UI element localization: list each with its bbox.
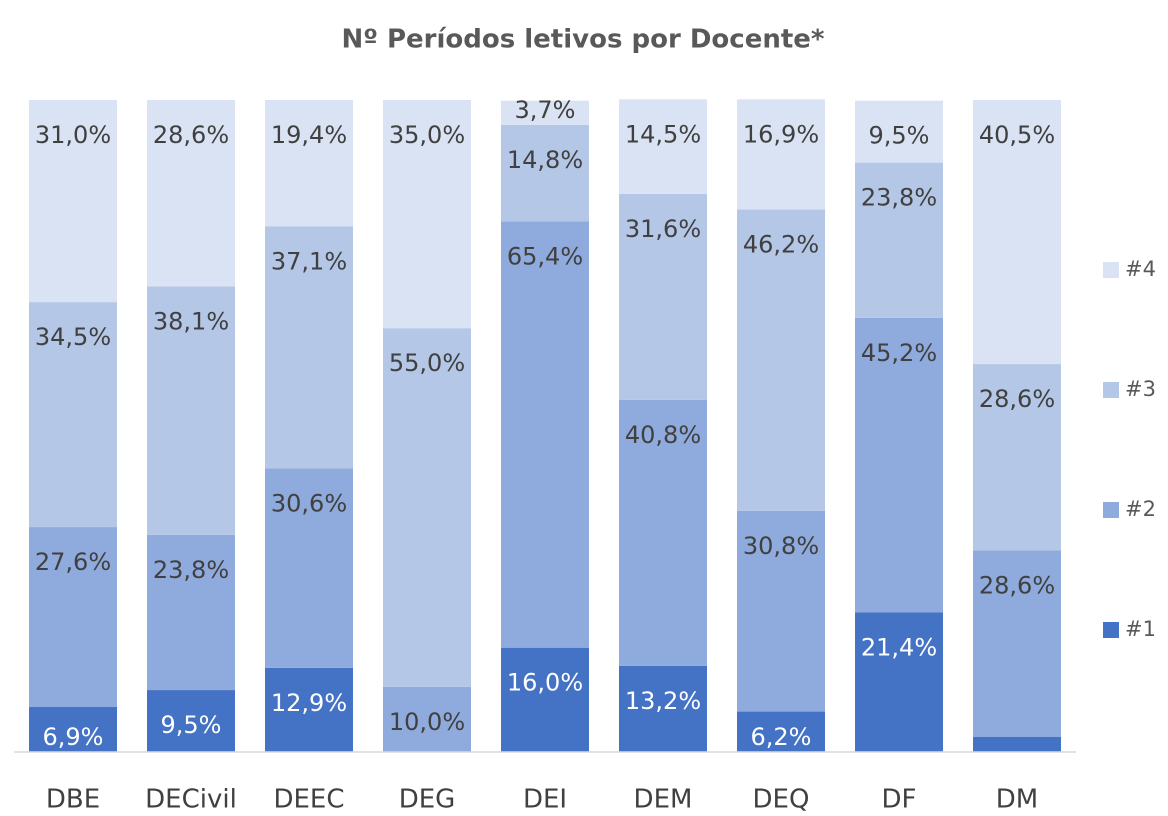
legend-swatch <box>1103 502 1119 518</box>
legend-swatch <box>1103 622 1119 638</box>
bar-segment <box>265 226 353 469</box>
data-label: 14,8% <box>507 146 583 174</box>
data-label: 30,6% <box>271 489 347 517</box>
data-label: 31,0% <box>35 121 111 149</box>
bar-segment <box>619 99 707 194</box>
bar-segment <box>737 209 825 511</box>
bar-segment <box>501 124 589 222</box>
data-label: 46,2% <box>743 231 819 259</box>
data-label: 12,9% <box>271 689 347 717</box>
data-label: 28,6% <box>979 385 1055 413</box>
data-label: 40,5% <box>979 121 1055 149</box>
bar-segment <box>147 534 235 691</box>
legend-label: #3 <box>1125 377 1156 401</box>
bar-segment <box>973 364 1061 551</box>
bar-segment <box>147 100 235 287</box>
bar-segment <box>29 527 117 708</box>
bar-segment <box>855 100 943 163</box>
x-tick-label: DECivil <box>145 785 237 815</box>
x-tick-label: DEEC <box>273 785 344 815</box>
bar-segment <box>29 707 117 752</box>
data-label: 9,5% <box>869 122 930 150</box>
data-label: 38,1% <box>153 307 229 335</box>
data-label: 35,0% <box>389 121 465 149</box>
x-tick-label: DEG <box>399 785 456 815</box>
bar-segment <box>973 100 1061 365</box>
chart-title: Nº Períodos letivos por Docente* <box>342 25 825 55</box>
bar-segment <box>29 302 117 528</box>
data-label: 21,4% <box>861 633 937 661</box>
bar-segment <box>737 510 825 712</box>
data-label: 23,8% <box>153 556 229 584</box>
bar-segment <box>29 100 117 303</box>
x-tick-label: DF <box>882 785 917 815</box>
data-label: 6,9% <box>43 723 104 751</box>
bar-segment <box>147 690 235 752</box>
bar-segment <box>619 193 707 400</box>
x-tick-label: DEQ <box>753 785 810 815</box>
bar-segment <box>383 100 471 329</box>
data-label: 16,9% <box>743 120 819 148</box>
data-label: 28,6% <box>979 572 1055 600</box>
data-label: 28,6% <box>153 121 229 149</box>
bar-segment <box>265 468 353 668</box>
data-label: 10,0% <box>389 708 465 736</box>
bar-segment <box>619 399 707 666</box>
data-label: 37,1% <box>271 247 347 275</box>
bar-segment <box>737 99 825 210</box>
data-label: 6,2% <box>751 723 812 751</box>
legend-swatch <box>1103 382 1119 398</box>
x-tick-label: DEM <box>634 785 693 815</box>
data-label: 55,0% <box>389 349 465 377</box>
bar-segment <box>973 550 1061 738</box>
x-tick-label: DBE <box>46 785 100 815</box>
data-label: 9,5% <box>161 711 222 739</box>
data-label: 19,4% <box>271 121 347 149</box>
data-label: 27,6% <box>35 548 111 576</box>
bar-segment <box>855 317 943 613</box>
data-label: 13,2% <box>625 687 701 715</box>
data-label: 40,8% <box>625 421 701 449</box>
bar-segment <box>501 100 589 125</box>
legend-label: #4 <box>1125 257 1156 281</box>
legend-swatch <box>1103 262 1119 278</box>
bar-segment <box>855 612 943 752</box>
bar-segment <box>501 647 589 752</box>
bar-segment <box>265 100 353 227</box>
bar-segment <box>501 221 589 648</box>
bar-segment <box>973 737 1061 752</box>
data-label: 65,4% <box>507 242 583 270</box>
data-label: 23,8% <box>861 184 937 212</box>
legend-label: #1 <box>1125 617 1156 641</box>
bar-segment <box>265 667 353 752</box>
data-label: 14,5% <box>625 120 701 148</box>
bar-segment <box>383 328 471 687</box>
x-tick-label: DEI <box>523 785 567 815</box>
bar-segment <box>737 711 825 752</box>
bar-segment <box>855 162 943 318</box>
bar-segment <box>383 686 471 752</box>
data-label: 34,5% <box>35 323 111 351</box>
data-label: 3,7% <box>515 96 576 124</box>
data-label: 45,2% <box>861 339 937 367</box>
bar-segment <box>147 286 235 535</box>
x-tick-label: DM <box>996 785 1038 815</box>
data-label: 31,6% <box>625 215 701 243</box>
data-label: 30,8% <box>743 532 819 560</box>
data-label: 16,0% <box>507 669 583 697</box>
bar-segment <box>619 665 707 752</box>
legend-label: #2 <box>1125 497 1156 521</box>
